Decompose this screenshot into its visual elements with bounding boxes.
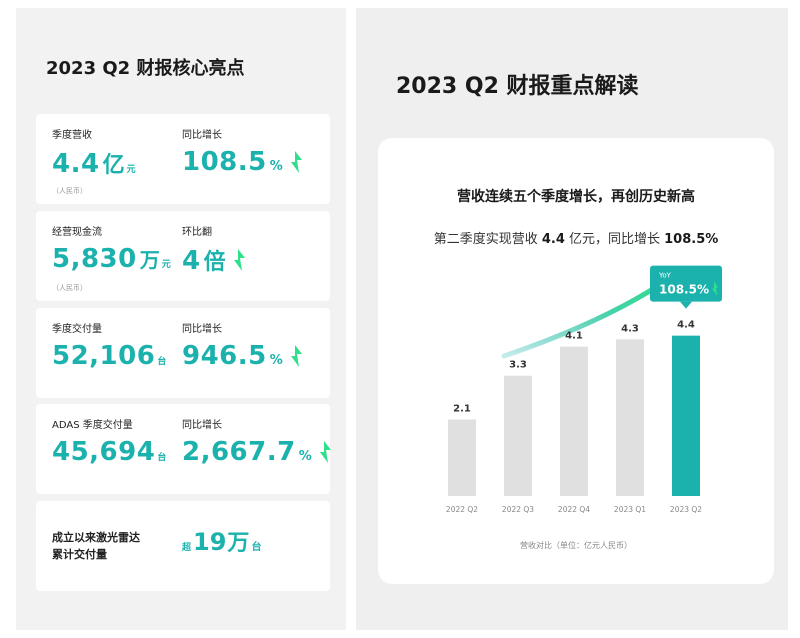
yoy-callout-box xyxy=(650,265,722,302)
lidar-delivery-card: 成立以来激光雷达 累计交付量 超 19 万 台 xyxy=(36,501,330,591)
cashflow-card: 经营现金流 5,830 万 元 （人民币） 环比翻 4 倍 xyxy=(36,211,330,301)
category-label-4: 2023 Q1 xyxy=(614,505,646,514)
bar-4 xyxy=(616,339,644,496)
bar-value-label-3: 4.1 xyxy=(565,331,583,342)
lidar-delivery-label: 成立以来激光雷达 累计交付量 xyxy=(52,531,140,561)
revenue-label: 季度营收 xyxy=(52,130,92,141)
adas-delivery-label: ADAS 季度交付量 xyxy=(52,420,133,431)
adas-delivery-card: ADAS 季度交付量 45,694 台 同比增长 2,667.7 % xyxy=(36,404,331,494)
yoy-callout: YoY 108.5% xyxy=(650,265,722,309)
bar-2 xyxy=(504,375,532,496)
bar-1 xyxy=(448,419,476,496)
delivery-card: 季度交付量 52,106 台 同比增长 946.5 % xyxy=(36,308,330,398)
arrow-up-icon xyxy=(290,345,302,367)
bar-3 xyxy=(560,346,588,496)
currency-note: （人民币） xyxy=(52,187,87,195)
revenue-card: 季度营收 4.4 亿 元 （人民币） 同比增长 108.5 % xyxy=(36,114,330,204)
category-label-5: 2023 Q2 xyxy=(670,505,702,514)
cashflow-qoq-value: 4 倍 xyxy=(182,244,245,276)
cashflow-qoq-label: 环比翻 xyxy=(182,227,212,238)
right-panel-title: 2023 Q2 财报重点解读 xyxy=(396,74,639,99)
left-panel-title: 2023 Q2 财报核心亮点 xyxy=(46,58,245,79)
delivery-value: 52,106 台 xyxy=(52,341,167,371)
arrow-up-icon xyxy=(319,441,331,463)
bar-value-label-2: 3.3 xyxy=(509,360,527,371)
delivery-yoy-label: 同比增长 xyxy=(182,324,222,335)
adas-yoy-value: 2,667.7 % xyxy=(182,437,331,467)
adas-delivery-value: 45,694 台 xyxy=(52,437,167,467)
category-label-3: 2022 Q4 xyxy=(558,505,590,514)
category-label-2: 2022 Q3 xyxy=(502,505,534,514)
category-label-1: 2022 Q2 xyxy=(446,505,478,514)
adas-yoy-label: 同比增长 xyxy=(182,420,222,431)
chart-headline: 营收连续五个季度增长，再创历史新高 xyxy=(457,189,695,205)
bar-value-label-4: 4.3 xyxy=(621,323,639,334)
bar-value-label-5: 4.4 xyxy=(677,320,695,331)
arrow-up-icon xyxy=(233,249,245,271)
bar-value-label-1: 2.1 xyxy=(453,403,471,414)
revenue-yoy-value: 108.5 % xyxy=(182,147,302,177)
cashflow-value: 5,830 万 元 xyxy=(52,244,171,274)
yoy-callout-value: 108.5% xyxy=(659,283,709,297)
chart-caption: 营收对比（单位：亿元人民币） xyxy=(520,540,632,550)
chart-card: 营收连续五个季度增长，再创历史新高 第二季度实现营收 4.4 亿元，同比增长 1… xyxy=(378,138,774,584)
revenue-value: 4.4 亿 元 xyxy=(52,149,136,179)
yoy-callout-label: YoY xyxy=(658,272,672,280)
delivery-yoy-value: 946.5 % xyxy=(182,341,302,371)
arrow-up-icon xyxy=(712,281,718,296)
yoy-callout-pointer xyxy=(680,301,692,309)
revenue-yoy-label: 同比增长 xyxy=(182,130,222,141)
bar-5 xyxy=(672,335,700,496)
lidar-delivery-value: 超 19 万 台 xyxy=(182,528,262,556)
revenue-bar-chart: 2.1 2022 Q2 3.3 2022 Q3 4.1 2022 Q4 4.3 2023 Q1… xyxy=(446,265,722,550)
delivery-label: 季度交付量 xyxy=(52,324,102,335)
chart-subtitle: 第二季度实现营收 4.4 亿元，同比增长 108.5% xyxy=(433,232,719,247)
cashflow-label: 经营现金流 xyxy=(52,227,102,238)
right-panel: 2023 Q2 财报重点解读 营收连续五个季度增长，再创历史新高 第二季度实现营… xyxy=(356,8,788,630)
bar-group: 2.1 2022 Q2 3.3 2022 Q3 4.1 2022 Q4 4.3 2023 Q1… xyxy=(446,265,722,550)
left-panel: 2023 Q2 财报核心亮点 季度营收 4.4 亿 元 （人民币） 同比增长 1… xyxy=(16,8,346,630)
currency-note: （人民币） xyxy=(52,284,87,292)
arrow-up-icon xyxy=(290,151,302,173)
